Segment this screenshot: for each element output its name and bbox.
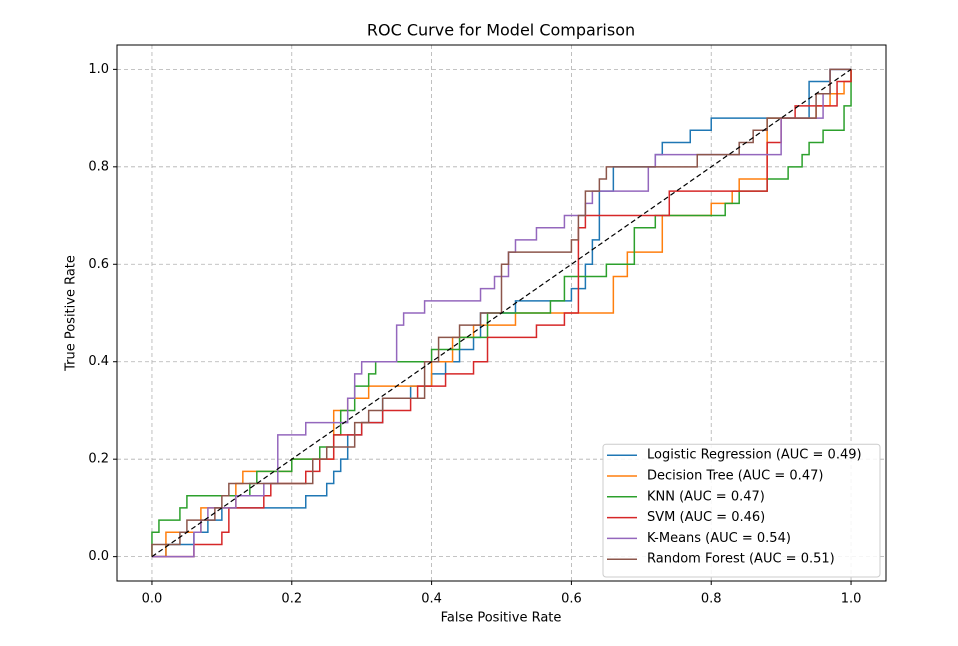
- chart-title: ROC Curve for Model Comparison: [367, 21, 635, 40]
- y-axis-label: True Positive Rate: [64, 255, 79, 372]
- y-tick-label: 0.4: [88, 354, 109, 369]
- x-tick-label: 1.0: [841, 592, 862, 607]
- x-tick-label: 0.2: [281, 592, 302, 607]
- y-tick-label: 1.0: [88, 62, 109, 77]
- reference-line: [151, 68, 852, 558]
- legend-label: Logistic Regression (AUC = 0.49): [647, 448, 862, 463]
- y-tick-label: 0.2: [88, 452, 109, 467]
- legend-label: Random Forest (AUC = 0.51): [647, 552, 835, 567]
- legend-label: KNN (AUC = 0.47): [647, 489, 765, 504]
- y-tick-label: 0.0: [88, 549, 109, 564]
- x-axis-label: False Positive Rate: [441, 611, 562, 626]
- legend-label: SVM (AUC = 0.46): [647, 510, 765, 525]
- y-tick-label: 0.8: [88, 159, 109, 174]
- roc-curve: [151, 68, 852, 558]
- y-tick-label: 0.6: [88, 257, 109, 272]
- legend-label: Decision Tree (AUC = 0.47): [647, 469, 823, 484]
- x-tick-label: 0.0: [142, 592, 163, 607]
- x-tick-label: 0.4: [421, 592, 442, 607]
- legend-label: K-Means (AUC = 0.54): [647, 531, 791, 546]
- legend-box: [602, 443, 881, 578]
- roc-curve: [151, 68, 852, 557]
- x-tick-label: 0.6: [561, 592, 582, 607]
- plot-frame: [116, 44, 887, 582]
- roc-curve: [151, 69, 852, 558]
- x-tick-label: 0.8: [701, 592, 722, 607]
